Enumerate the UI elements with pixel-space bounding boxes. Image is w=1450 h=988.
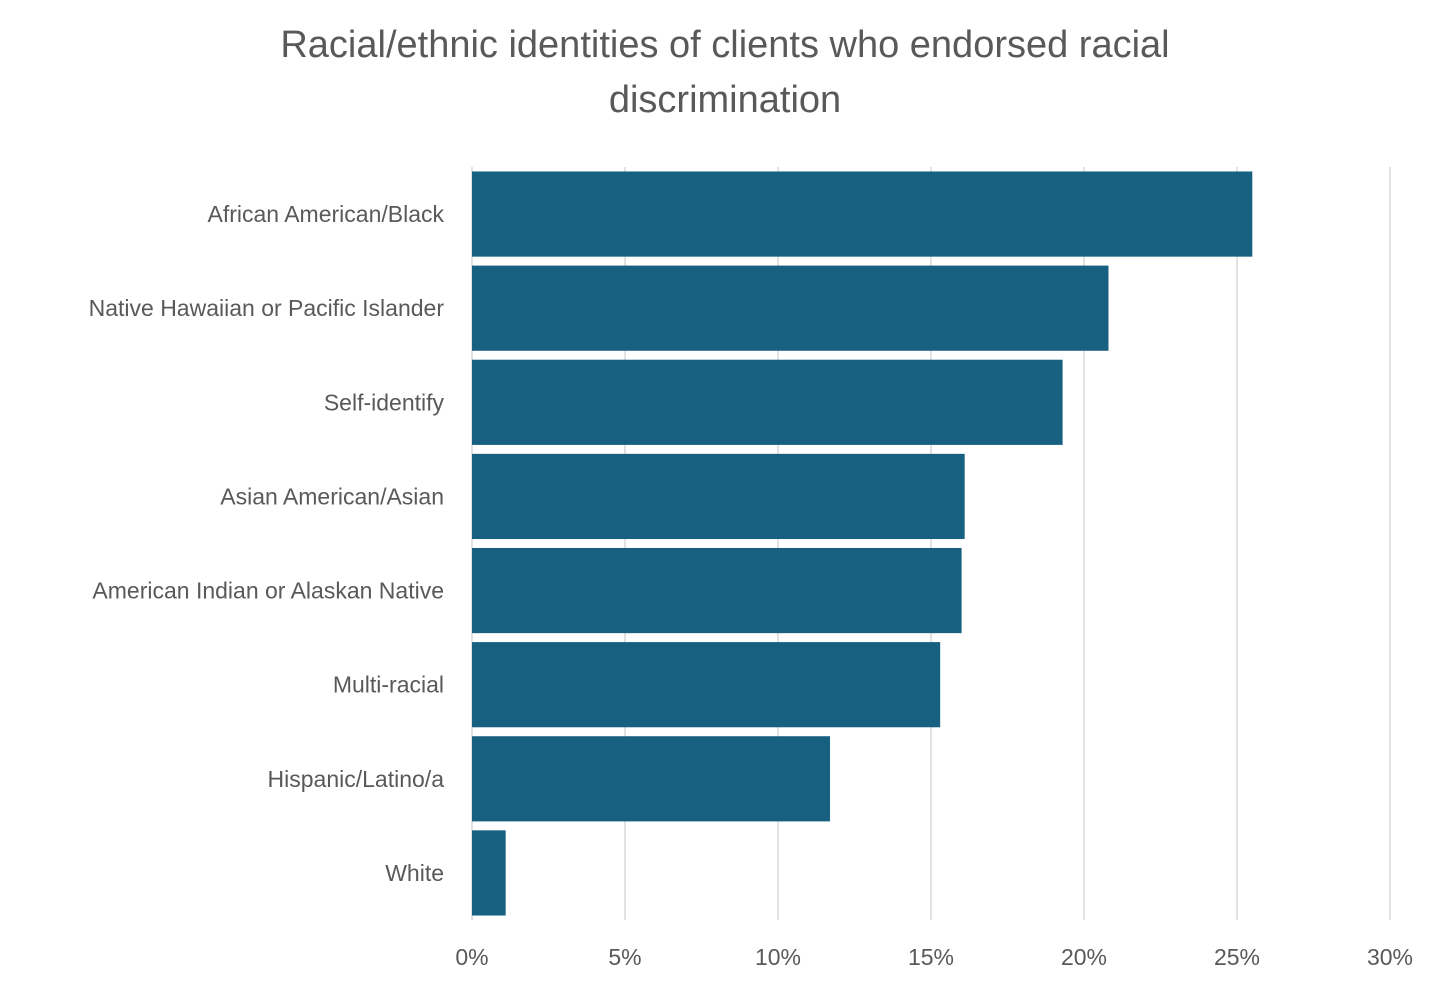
chart-title-line-2: discrimination: [608, 79, 842, 121]
chart-title-line-1: Racial/ethnic identities of clients who …: [280, 24, 1170, 66]
bar: [472, 830, 506, 916]
bar: [472, 359, 1063, 445]
category-label: Asian American/Asian: [220, 483, 444, 509]
x-tick-label: 5%: [608, 944, 641, 970]
bar: [472, 642, 941, 728]
category-label: Hispanic/Latino/a: [268, 766, 445, 792]
category-label: White: [385, 860, 444, 886]
x-tick-label: 0%: [455, 944, 488, 970]
bar: [472, 171, 1253, 257]
category-label: Self-identify: [324, 389, 445, 415]
bar: [472, 453, 965, 540]
x-tick-label: 30%: [1367, 944, 1413, 970]
category-label: Native Hawaiian or Pacific Islander: [89, 295, 445, 321]
x-tick-label: 20%: [1061, 944, 1107, 970]
category-label: American Indian or Alaskan Native: [92, 578, 444, 604]
x-tick-label: 25%: [1214, 944, 1260, 970]
x-tick-label: 10%: [755, 944, 801, 970]
category-label: Multi-racial: [333, 672, 444, 698]
bar: [472, 547, 962, 634]
x-tick-label: 15%: [908, 944, 954, 970]
bar: [472, 265, 1109, 351]
chart-title: Racial/ethnic identities of clients who …: [0, 18, 1450, 128]
category-label: African American/Black: [208, 201, 445, 227]
bar: [472, 736, 831, 822]
